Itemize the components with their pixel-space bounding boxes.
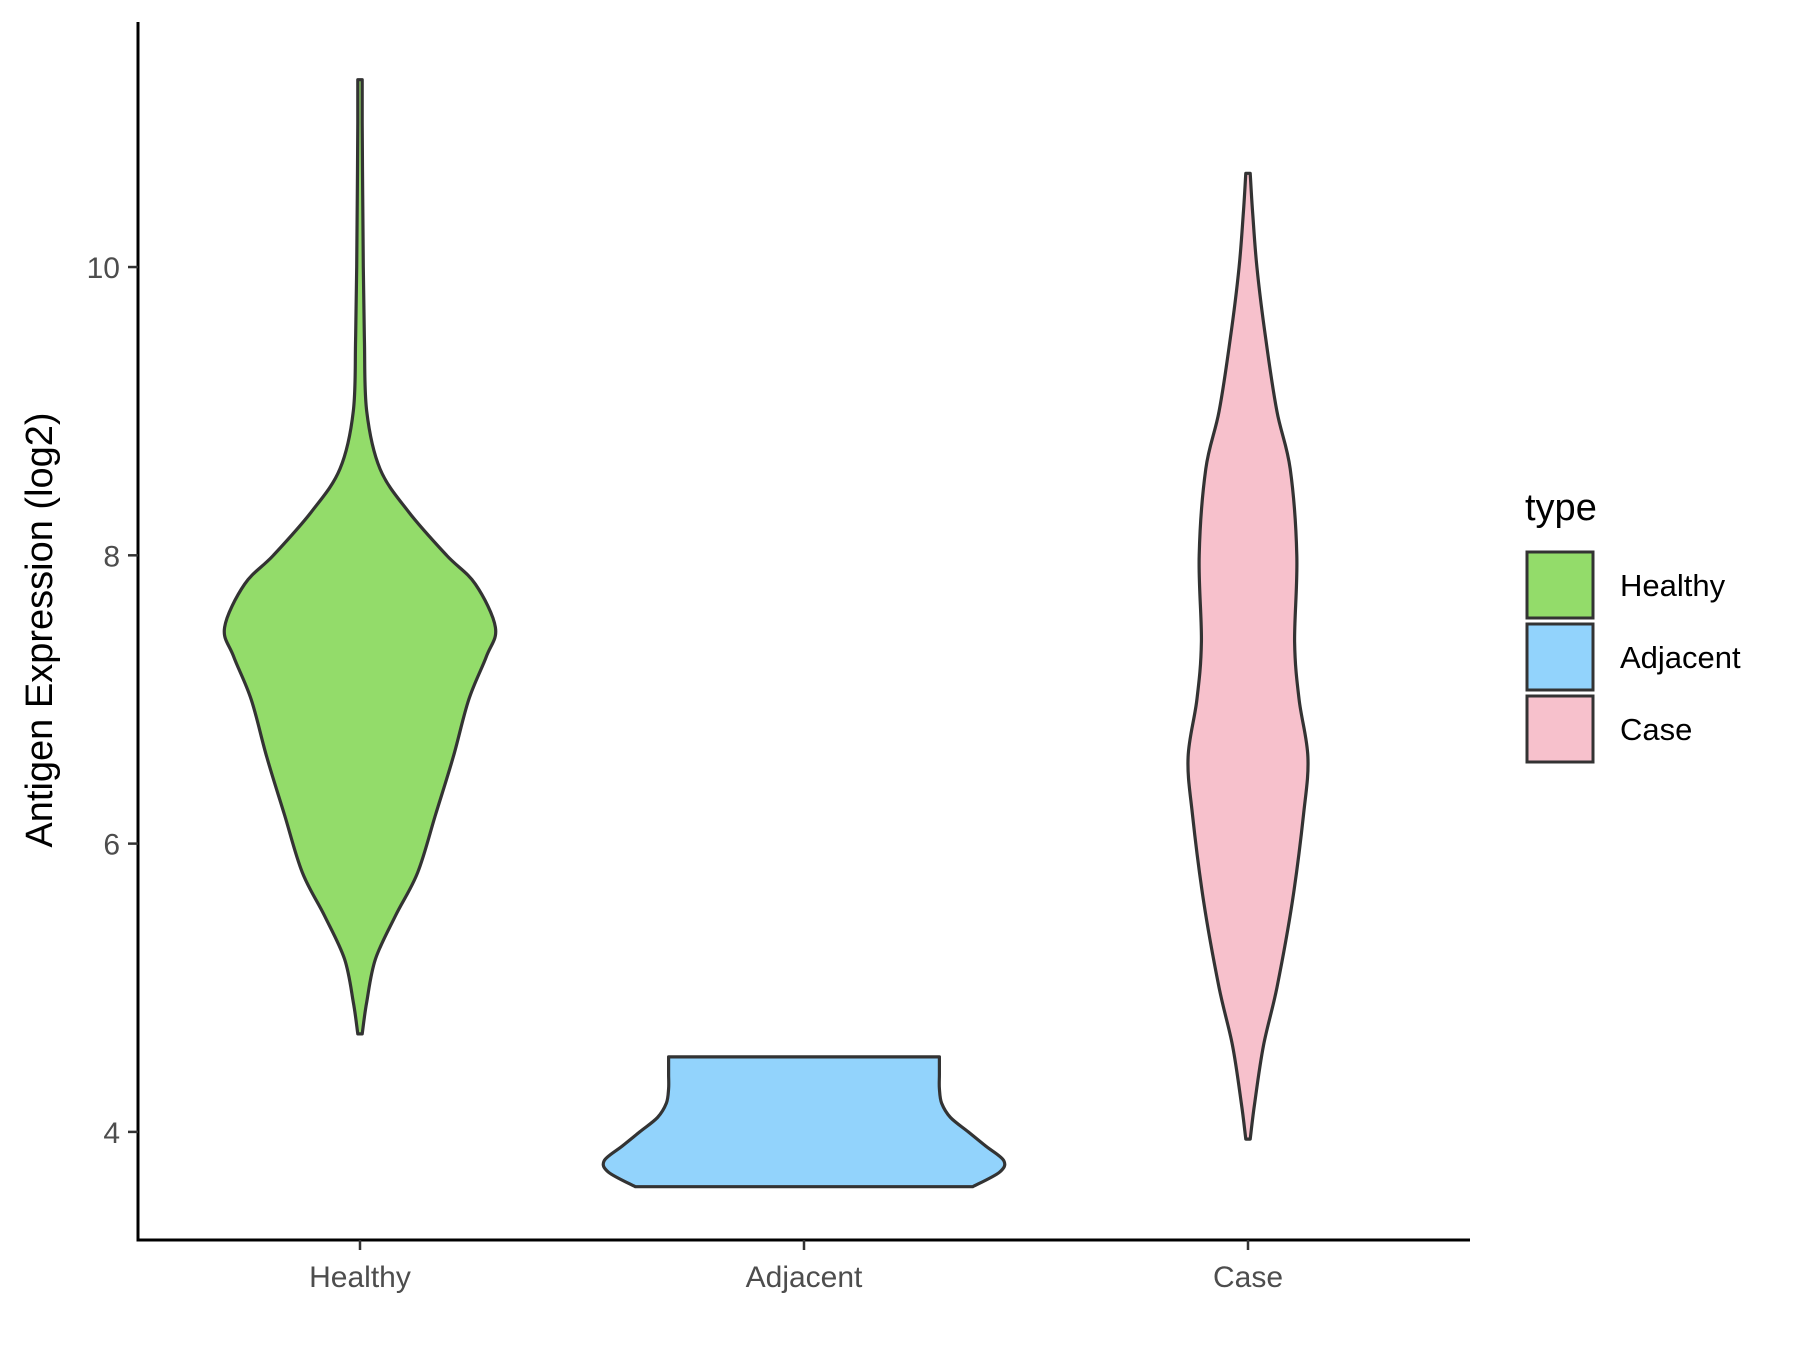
y-tick-label: 8 bbox=[103, 540, 120, 573]
x-tick-label: Healthy bbox=[309, 1261, 411, 1294]
legend-title: type bbox=[1525, 487, 1597, 529]
violin-case bbox=[1186, 171, 1310, 1141]
x-axis-ticks: Healthy Adjacent Case bbox=[309, 1240, 1283, 1294]
y-axis-title: Antigen Expression (log2) bbox=[19, 412, 61, 847]
violin-layer bbox=[222, 78, 1310, 1189]
y-tick-label: 6 bbox=[103, 829, 120, 862]
legend-key-healthy bbox=[1525, 550, 1595, 620]
legend-key-adjacent bbox=[1525, 622, 1595, 692]
legend-items: Healthy Adjacent Case bbox=[1525, 550, 1741, 764]
x-tick-label: Case bbox=[1213, 1261, 1283, 1294]
legend-label-adjacent: Adjacent bbox=[1620, 640, 1741, 675]
legend-label-healthy: Healthy bbox=[1620, 568, 1726, 603]
legend-label-case: Case bbox=[1620, 712, 1692, 747]
legend: type Healthy Adjacent Case bbox=[1525, 487, 1741, 764]
violin-healthy bbox=[222, 78, 498, 1036]
y-axis-ticks: 4 6 8 10 bbox=[87, 252, 138, 1150]
y-tick-label: 4 bbox=[103, 1117, 120, 1150]
y-tick-label: 10 bbox=[87, 252, 120, 285]
legend-key-case bbox=[1525, 694, 1595, 764]
violin-adjacent bbox=[601, 1055, 1007, 1189]
x-tick-label: Adjacent bbox=[746, 1261, 863, 1294]
